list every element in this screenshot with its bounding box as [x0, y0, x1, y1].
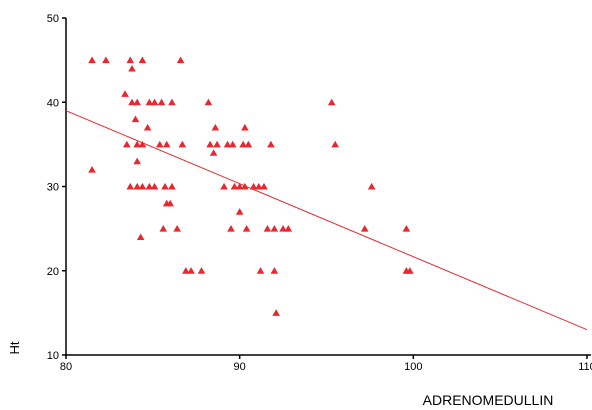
- data-point-triangle: [260, 182, 268, 190]
- data-point-triangle: [143, 123, 152, 131]
- y-tick-label: 40: [47, 97, 59, 109]
- data-point-triangle: [102, 56, 110, 64]
- data-point-triangle: [239, 140, 247, 148]
- data-point-triangle: [235, 208, 244, 215]
- axes: [65, 18, 591, 356]
- data-point-triangle: [406, 267, 414, 274]
- data-point-triangle: [213, 140, 221, 148]
- y-axis-label: Ht: [7, 341, 22, 354]
- y-tick-label: 50: [47, 13, 59, 25]
- data-point-triangle: [241, 123, 249, 131]
- data-point-triangle: [327, 98, 336, 106]
- data-point-triangle: [360, 225, 369, 232]
- data-point-triangle: [133, 157, 142, 165]
- data-point-triangle: [284, 225, 293, 232]
- data-point-triangle: [126, 182, 135, 190]
- data-point-triangle: [126, 56, 135, 64]
- data-point-triangle: [161, 182, 169, 190]
- data-point-triangle: [162, 140, 171, 148]
- data-point-triangle: [131, 115, 140, 123]
- data-point-triangle: [145, 98, 154, 106]
- data-point-triangle: [166, 199, 174, 207]
- data-point-triangle: [249, 182, 258, 190]
- data-point-triangle: [367, 182, 376, 190]
- data-point-triangle: [121, 90, 129, 97]
- data-point-triangle: [168, 98, 176, 106]
- data-point-triangle: [270, 267, 279, 274]
- data-point-triangle: [331, 140, 339, 148]
- fit-line: [65, 110, 588, 331]
- data-point-triangle: [256, 267, 265, 274]
- data-point-triangle: [159, 225, 168, 232]
- data-point-triangle: [227, 225, 235, 232]
- data-point-triangle: [128, 64, 136, 72]
- x-ticks: 80 90 100 110: [60, 355, 592, 373]
- x-tick-label: 90: [234, 361, 246, 373]
- data-point-triangle: [228, 140, 237, 148]
- data-point-triangle: [88, 166, 96, 173]
- data-point-triangle: [242, 225, 251, 232]
- data-point-triangle: [223, 140, 232, 148]
- y-ticks: 10 20 30 40 50: [47, 13, 66, 362]
- data-point-triangle: [168, 182, 176, 190]
- data-point-triangle: [157, 98, 166, 106]
- data-point-triangle: [88, 56, 96, 64]
- x-axis-label: ADRENOMEDULLIN: [423, 392, 554, 408]
- data-point-triangle: [122, 140, 131, 148]
- y-tick-label: 20: [47, 266, 59, 278]
- data-point-triangle: [241, 182, 249, 190]
- x-tick-label: 100: [404, 361, 422, 373]
- data-point-triangle: [133, 98, 142, 106]
- data-point-triangle: [402, 225, 411, 232]
- x-tick-label: 80: [60, 361, 72, 373]
- data-point-triangle: [150, 98, 159, 106]
- data-point-triangle: [136, 233, 145, 241]
- data-point-triangle: [204, 98, 213, 106]
- x-tick-label: 110: [578, 361, 592, 373]
- data-point-triangle: [128, 98, 136, 106]
- data-point-triangle: [263, 225, 272, 232]
- data-point-triangle: [155, 140, 164, 148]
- data-point-triangle: [176, 56, 185, 64]
- data-point-triangle: [133, 140, 142, 148]
- data-point-triangle: [230, 182, 239, 190]
- data-point-triangle: [145, 182, 154, 190]
- data-point-triangle: [211, 123, 220, 131]
- y-tick-label: 30: [47, 182, 59, 194]
- data-point-triangle: [173, 225, 181, 232]
- data-point-triangle: [138, 140, 147, 148]
- data-point-triangle: [267, 140, 275, 148]
- data-point-triangle: [206, 140, 214, 148]
- y-tick-label: 10: [47, 350, 59, 362]
- data-point-triangle: [270, 225, 279, 232]
- data-point-triangle: [272, 309, 280, 316]
- data-point-triangle: [235, 182, 244, 190]
- data-points: [88, 56, 414, 316]
- data-point-triangle: [279, 225, 287, 232]
- data-point-triangle: [133, 182, 142, 190]
- data-point-triangle: [138, 182, 147, 190]
- data-point-triangle: [187, 267, 195, 274]
- data-point-triangle: [209, 149, 218, 156]
- data-point-triangle: [220, 182, 228, 190]
- data-point-triangle: [182, 267, 190, 274]
- data-point-triangle: [254, 182, 263, 190]
- data-point-triangle: [150, 182, 159, 190]
- data-point-triangle: [138, 56, 147, 64]
- data-point-triangle: [197, 267, 206, 274]
- data-point-triangle: [244, 140, 253, 148]
- data-point-triangle: [178, 140, 187, 148]
